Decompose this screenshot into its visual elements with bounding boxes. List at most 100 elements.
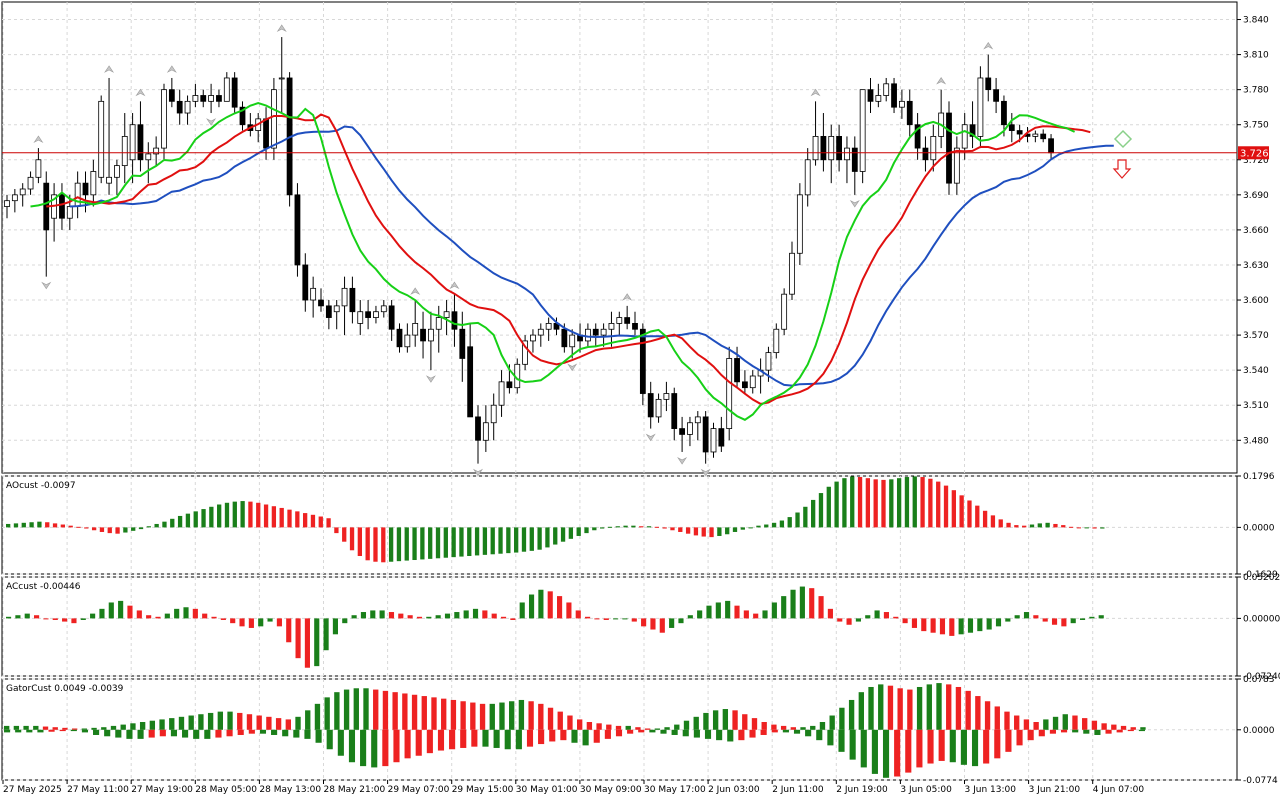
fractal-up-icon [33,135,44,143]
gator-upper-bar-up [868,686,874,730]
gator-lower-bar-up [860,729,867,768]
candle [114,159,120,195]
bear-candle-body [231,77,238,108]
candle [231,72,238,114]
ac-bar-down [295,618,301,659]
time-tick-label: 27 May 2025 [3,785,62,795]
ao-bar-up [1029,524,1035,528]
ac-panel[interactable]: 0.05202 0.00000 -0.07240 ACcust -0.00446 [1,573,1280,682]
price-tick-label: 3.810 [1243,51,1269,61]
gator-lower-bar-down [1060,729,1068,733]
candle [153,136,160,166]
bull-candle-body [844,147,850,161]
ao-bar-up [537,527,542,550]
bull-candle-body [545,323,552,330]
gator-lower-bar-up [26,729,33,733]
ac-bar-up [790,589,796,619]
bear-candle-body [671,393,678,429]
bull-candle-body [35,159,42,178]
bull-candle-body [663,393,670,400]
gator-lower-bar-up [571,729,578,743]
ac-bar-up [1023,612,1030,619]
candle [223,72,230,102]
gator-panel[interactable]: 0.0783 0.0000 -0.0774 GatorCust 0.0049 -0.… [1,675,1278,786]
gator-upper-bar-up [343,689,350,730]
ao-bar-up [146,526,151,528]
ao-panel[interactable]: 0.1796 0.0000 -0.1629 AOcust -0.0097 [1,472,1278,580]
price-panel[interactable]: 3.840 3.810 3.780 3.750 3.720 3.690 3.660 3.630… [1,1,1269,477]
ac-bar-down [398,613,404,619]
time-tick-label: 2 Jun 03:00 [708,785,760,795]
candle [420,311,426,359]
ac-bar-down [1051,618,1058,625]
gator-upper-bar-up [188,715,194,730]
ao-bar-down [334,527,339,534]
ao-bar-up [529,527,534,551]
ac-bar-down [127,605,133,619]
gator-lower-bar-down [437,729,445,751]
candle [891,77,897,114]
bull-candle-body [192,95,199,102]
bear-candle-body [451,311,458,330]
candle [522,335,528,371]
gator-upper-bar-up [120,724,126,730]
ao-bar-up [123,527,128,533]
gator-upper-bar-up [878,684,884,730]
gator-lower-bar-down [426,729,433,754]
ao-bar-up [209,506,214,528]
candle [482,405,489,452]
gator-upper-bar-up [198,714,204,730]
fractal-up-icon [410,287,421,295]
gator-lower-bar-up [782,729,789,733]
ao-bar-up [826,486,831,528]
ao-bar-down [302,513,308,528]
ao-bar-down [1068,526,1074,528]
ac-bar-up [958,618,964,635]
gator-upper-bar-up [509,701,515,730]
gator-lower-bar-up [805,729,812,737]
bear-candle-body [365,311,372,318]
ao-bar-down [310,514,316,528]
gator-lower-bar-down [1038,729,1045,737]
gator-lower-bar-down [215,729,222,738]
ac-bar-up [15,615,21,619]
bull-candle-body [789,252,795,295]
candle [718,416,725,452]
ac-bar-up [108,602,114,619]
bull-candle-body [357,311,364,324]
lips-line [30,102,1076,421]
ao-bar-up [896,478,902,528]
ao-bar-up [404,527,409,561]
gator-upper-bar-up [654,728,661,730]
ac-bar-up [435,615,441,619]
gator-lower-bar-up [193,729,200,739]
time-tick-label: 28 May 21:00 [324,785,386,795]
bull-candle-body [687,422,693,435]
ac-bar-down [1061,618,1067,627]
time-tick-label: 2 Jun 19:00 [836,785,888,795]
ac-bar-down [547,591,553,619]
candle [365,300,372,330]
ao-bar-up [514,527,519,553]
bull-candle-body [977,77,984,137]
gator-upper-bar-up [305,710,311,730]
gator-lower-bar-down [415,729,422,756]
gator-upper-bar-down [780,725,787,730]
bear-candle-body [137,124,144,161]
ao-bar-down [990,515,996,528]
ac-grid [2,576,1237,677]
gator-lower-bar-up [360,729,367,767]
candle [946,101,952,195]
ac-bar-up [80,618,86,620]
ao-bar-down [115,527,120,534]
ac-bar-up [164,613,170,619]
gator-lower-bar-down [59,729,66,732]
gator-upper-bar-down [955,686,962,730]
ao-bar-down [1022,525,1027,528]
ac-bar-down [388,612,395,619]
ac-bar-down [566,602,572,619]
ao-bar-up [217,504,222,528]
gator-upper-bar-down [275,718,282,730]
gator-axis: 0.0783 0.0000 -0.0774 [1237,675,1278,786]
